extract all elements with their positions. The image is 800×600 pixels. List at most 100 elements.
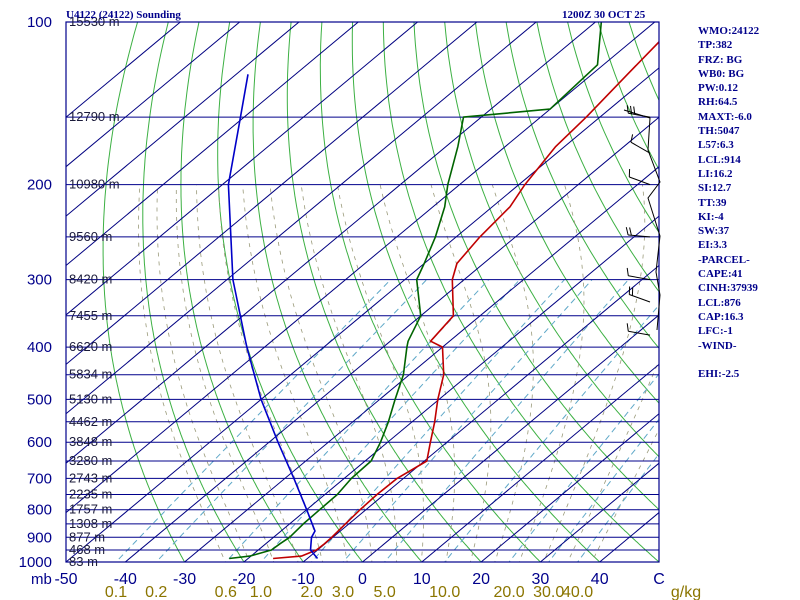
index-item: LI:16.2 xyxy=(698,167,733,180)
moist-adiabat xyxy=(156,184,250,562)
isotherm xyxy=(124,116,659,562)
dry-adiabat xyxy=(413,22,659,511)
dry-adiabat xyxy=(777,10,800,573)
isotherm xyxy=(361,314,659,562)
chart-grid xyxy=(66,10,800,573)
height-label: 7455 m xyxy=(69,308,112,323)
dry-adiabat xyxy=(142,22,245,562)
dry-adiabat xyxy=(286,22,482,562)
isotherm xyxy=(66,22,537,415)
pressure-tick-label: 100 xyxy=(27,14,52,31)
wind-barb-feather xyxy=(630,134,634,143)
wind-profile xyxy=(623,105,661,336)
mixing-ratio-label: 1.0 xyxy=(250,584,272,600)
moist-adiabat xyxy=(175,184,275,562)
temperature-tick-label: -50 xyxy=(54,571,77,588)
index-item: LFC:-1 xyxy=(698,325,733,338)
moist-adiabat xyxy=(196,184,299,562)
wind-barb xyxy=(628,112,651,118)
index-item: -PARCEL- xyxy=(698,253,750,266)
isotherm xyxy=(480,413,659,562)
dry-adiabat xyxy=(102,22,186,562)
mixing-ratio-label: 30.0 xyxy=(533,584,564,600)
mixing-ratio-label: 0.2 xyxy=(145,584,167,600)
isotherm xyxy=(66,22,597,464)
mixing-ratio-label: 0.1 xyxy=(105,584,127,600)
mixing-ratio-line xyxy=(508,373,659,562)
dry-adiabat xyxy=(180,22,304,562)
dry-adiabat xyxy=(382,22,659,562)
plot-frame xyxy=(65,21,660,563)
temperature-profile xyxy=(273,40,659,560)
height-label: 877 m xyxy=(69,529,105,544)
index-item: LCL:914 xyxy=(698,153,741,166)
index-item: TT:39 xyxy=(698,196,727,209)
isotherm xyxy=(66,22,360,267)
moist-adiabat xyxy=(138,184,226,562)
temperature-tick-label: 10 xyxy=(413,571,431,588)
pressure-tick-label: 800 xyxy=(27,502,52,519)
wind-barb xyxy=(628,234,651,238)
height-label: 9560 m xyxy=(69,229,112,244)
moist-adiabat xyxy=(543,184,646,562)
dry-adiabat xyxy=(567,22,659,234)
height-label: 8420 m xyxy=(69,272,112,287)
height-label: 15530 m xyxy=(69,14,120,29)
wind-profile-line xyxy=(623,109,661,331)
isotherm xyxy=(598,511,659,562)
isotherm xyxy=(302,264,659,562)
isotherm xyxy=(66,22,419,316)
wind-barb xyxy=(628,275,651,281)
index-item: TH:5047 xyxy=(698,125,740,138)
wind-barb-feather xyxy=(629,227,632,236)
dry-adiabat xyxy=(444,22,659,458)
mixing-ratio-line xyxy=(310,279,565,562)
wind-barb-feather xyxy=(626,267,629,276)
isotherm xyxy=(66,22,300,217)
moist-adiabat xyxy=(379,184,456,562)
height-label: 3848 m xyxy=(69,434,112,449)
wind-barb xyxy=(629,176,651,186)
mixing-ratio-line xyxy=(225,279,490,562)
temperature-tick-label: -20 xyxy=(232,571,255,588)
index-item: KI:-4 xyxy=(698,210,724,223)
stability-indices-panel: WMO:24122 TP:382 FRZ: BG WB0: BG PW:0.12 RH:6… xyxy=(698,24,759,381)
moist-adiabat xyxy=(300,184,398,562)
index-item: CINH:37939 xyxy=(698,282,758,295)
index-item: WMO:24122 xyxy=(698,25,760,37)
chart-frame xyxy=(65,21,660,563)
index-item: SI:12.7 xyxy=(698,182,732,195)
isotherm xyxy=(66,67,659,562)
dry-adiabat xyxy=(474,22,659,404)
chart-series xyxy=(227,22,659,560)
pressure-tick-label: 300 xyxy=(27,272,52,289)
isotherm xyxy=(421,363,659,562)
mixing-ratio-line xyxy=(576,453,659,562)
wind-barb xyxy=(629,294,651,303)
index-item: PW:0.12 xyxy=(698,82,739,95)
pressure-tick-label: 700 xyxy=(27,470,52,487)
height-label: 5130 m xyxy=(69,391,112,406)
wind-barb-feather xyxy=(625,227,629,236)
mixing-ratio-line xyxy=(444,304,659,562)
isotherm xyxy=(183,166,659,562)
temperature-tick-label: 0 xyxy=(358,571,367,588)
moist-adiabat xyxy=(591,428,659,562)
moist-adiabat xyxy=(430,184,492,562)
mixing-ratio-label: 0.6 xyxy=(215,584,237,600)
temperature-tick-label: 30 xyxy=(532,571,550,588)
isotherm xyxy=(66,22,656,514)
height-label: 83 m xyxy=(69,554,98,569)
height-label: 4462 m xyxy=(69,414,112,429)
index-item: CAP:16.3 xyxy=(698,310,744,323)
parcel-profile xyxy=(227,74,319,560)
wind-barb xyxy=(630,141,651,154)
isotherm xyxy=(66,22,182,118)
wind-barb-feather xyxy=(630,105,633,114)
index-item: EI:3.3 xyxy=(698,239,728,252)
index-item xyxy=(698,353,759,367)
mixing-ratio-line xyxy=(342,279,593,562)
moist-adiabat xyxy=(242,184,348,562)
mixing-ratio-label: 2.0 xyxy=(300,584,322,600)
